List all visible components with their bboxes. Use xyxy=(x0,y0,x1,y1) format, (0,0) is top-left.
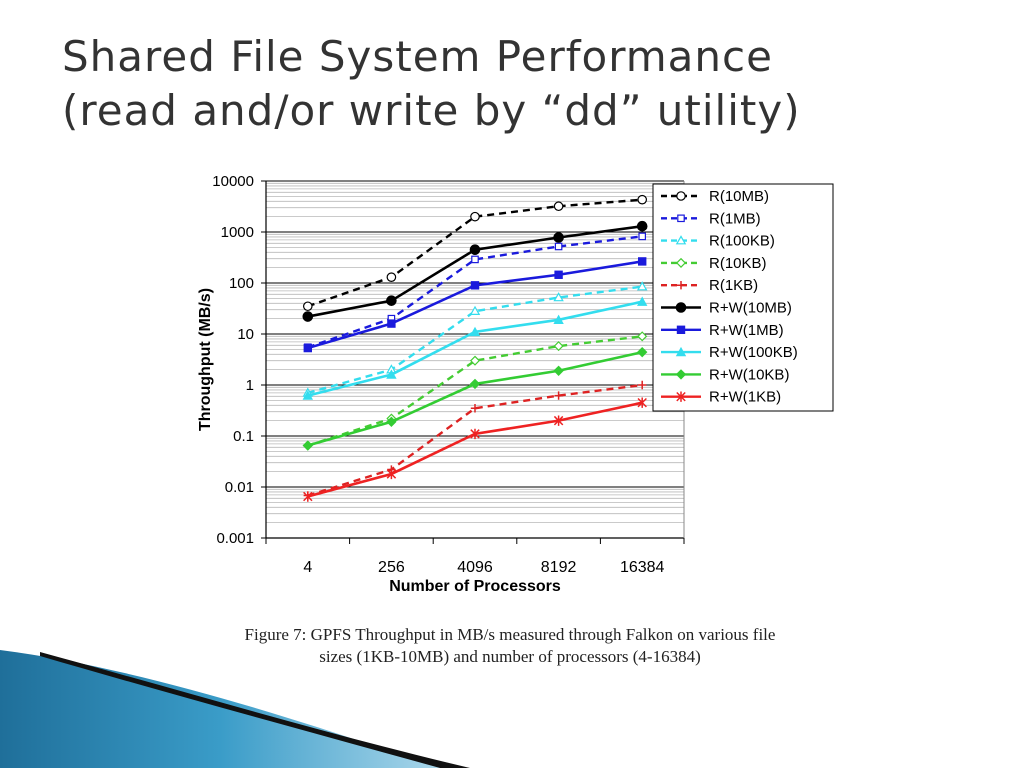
legend-swatch-marker xyxy=(675,369,687,380)
data-point xyxy=(637,397,647,408)
data-point xyxy=(386,369,397,379)
y-tick-label: 10 xyxy=(237,326,254,343)
series-line-r-10mb xyxy=(307,198,643,308)
data-point xyxy=(471,255,479,264)
legend-label: R+W(1MB) xyxy=(709,322,784,339)
data-point xyxy=(470,428,480,440)
data-point xyxy=(469,378,481,390)
y-tick-label: 0.001 xyxy=(216,530,254,547)
y-tick-label: 0.01 xyxy=(225,479,254,496)
x-tick-label: 256 xyxy=(378,559,405,576)
data-point xyxy=(469,305,481,315)
x-tick-label: 4096 xyxy=(457,559,493,576)
series-line-r-10kb xyxy=(307,335,643,447)
data-point xyxy=(553,232,564,243)
data-point xyxy=(638,380,647,390)
legend-label: R(1MB) xyxy=(709,210,761,227)
data-point xyxy=(637,331,648,342)
series-line-r-1mb xyxy=(307,235,643,349)
y-tick-label: 100 xyxy=(229,275,254,292)
legend-label: R(10MB) xyxy=(709,188,769,205)
series-line-r-100kb xyxy=(307,285,643,395)
swoosh-blue-band xyxy=(0,650,440,768)
data-point xyxy=(553,292,564,302)
slide-title: Shared File System Performance (read and… xyxy=(62,30,962,138)
x-tick-label: 4 xyxy=(303,559,312,576)
slide-title-line2: (read and/or write by “dd” utility) xyxy=(62,86,801,135)
y-tick-label: 1 xyxy=(246,377,254,394)
data-point xyxy=(553,365,564,376)
legend-label: R+W(10MB) xyxy=(709,300,792,317)
x-axis-title: Number of Processors xyxy=(389,578,561,595)
data-point xyxy=(554,270,563,279)
series-line-r-1kb xyxy=(307,383,643,497)
data-point xyxy=(302,301,313,312)
legend-swatch-marker xyxy=(675,257,687,268)
data-point xyxy=(387,319,396,328)
legend-label: R(100KB) xyxy=(709,233,775,250)
data-point xyxy=(553,201,564,212)
data-point xyxy=(553,314,564,324)
data-point xyxy=(554,391,563,400)
data-point xyxy=(470,211,480,222)
data-point xyxy=(302,390,313,400)
legend-label: R(1KB) xyxy=(709,277,758,294)
y-tick-label: 1000 xyxy=(221,224,254,241)
data-point xyxy=(386,272,397,282)
data-point xyxy=(637,346,648,358)
data-point xyxy=(303,343,312,353)
caption-line1: Figure 7: GPFS Throughput in MB/s measur… xyxy=(244,625,776,644)
data-point xyxy=(554,242,563,251)
data-point xyxy=(469,355,481,366)
x-tick-label: 8192 xyxy=(541,559,577,576)
data-point xyxy=(386,416,397,427)
legend-swatch-marker xyxy=(676,391,686,402)
legend-swatch-marker xyxy=(675,235,687,245)
data-point xyxy=(386,295,397,306)
data-point xyxy=(636,220,648,232)
legend-label: R+W(10KB) xyxy=(709,366,789,383)
data-point xyxy=(636,281,648,291)
y-axis-title: Throughput (MB/s) xyxy=(197,288,214,431)
legend-label: R+W(1KB) xyxy=(709,389,781,406)
data-point xyxy=(470,281,480,290)
data-point xyxy=(553,415,564,426)
data-point xyxy=(638,257,647,266)
legend-label: R(10KB) xyxy=(709,255,767,272)
legend-swatch-marker xyxy=(676,281,686,290)
legend-swatch-marker xyxy=(675,346,687,357)
figure-caption: Figure 7: GPFS Throughput in MB/s measur… xyxy=(150,624,870,668)
data-point xyxy=(470,404,480,413)
data-point xyxy=(469,326,481,337)
legend-swatch-marker xyxy=(675,302,687,313)
data-point xyxy=(303,491,313,502)
data-point xyxy=(302,311,314,322)
legend-swatch-marker xyxy=(677,214,685,223)
data-point xyxy=(637,296,648,306)
data-point xyxy=(553,341,564,352)
slide-title-line1: Shared File System Performance xyxy=(62,32,773,81)
data-point xyxy=(469,244,481,255)
y-tick-label: 0.1 xyxy=(233,428,254,445)
y-tick-label: 10000 xyxy=(212,173,254,190)
x-tick-label: 16384 xyxy=(620,559,665,576)
legend-swatch-marker xyxy=(676,325,686,334)
data-point xyxy=(302,440,313,451)
data-point xyxy=(638,232,647,241)
data-point xyxy=(637,194,647,205)
caption-line2: sizes (1KB-10MB) and number of processor… xyxy=(319,647,701,666)
legend-swatch-marker xyxy=(676,191,686,201)
legend-label: R+W(100KB) xyxy=(709,344,798,361)
data-point xyxy=(386,468,397,480)
